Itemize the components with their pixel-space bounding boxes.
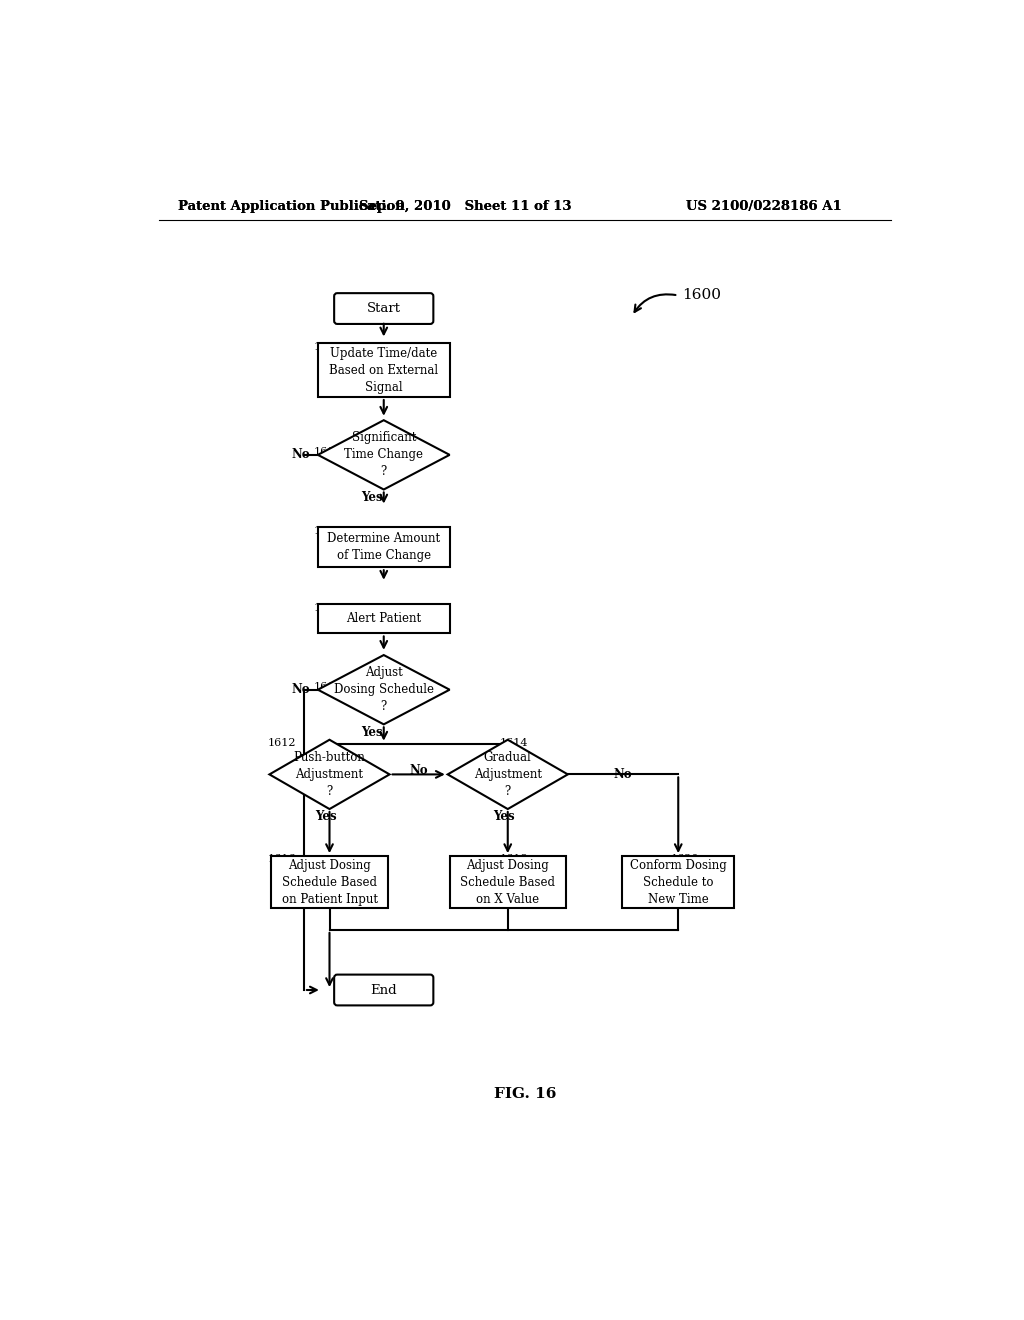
Text: Sep. 9, 2010   Sheet 11 of 13: Sep. 9, 2010 Sheet 11 of 13	[358, 201, 571, 214]
Text: 1618: 1618	[500, 854, 528, 865]
Text: FIG. 16: FIG. 16	[494, 1086, 556, 1101]
Text: No: No	[613, 768, 633, 781]
Text: Alert Patient: Alert Patient	[346, 612, 421, 626]
Text: Adjust Dosing
Schedule Based
on X Value: Adjust Dosing Schedule Based on X Value	[460, 859, 555, 906]
Bar	[622, 857, 734, 908]
Bar	[271, 857, 388, 908]
Text: 1616: 1616	[267, 854, 296, 865]
Text: US 2100/0228186 A1: US 2100/0228186 A1	[686, 201, 842, 214]
Text: No: No	[292, 684, 310, 696]
Text: Push-button
Adjustment
?: Push-button Adjustment ?	[294, 751, 366, 797]
Text: End: End	[371, 983, 397, 997]
Text: Patent Application Publication: Patent Application Publication	[178, 201, 406, 214]
Text: Conform Dosing
Schedule to
New Time: Conform Dosing Schedule to New Time	[630, 859, 727, 906]
Polygon shape	[269, 739, 389, 809]
Text: Sep. 9, 2010   Sheet 11 of 13: Sep. 9, 2010 Sheet 11 of 13	[358, 201, 571, 214]
Text: Yes: Yes	[361, 726, 383, 739]
Polygon shape	[447, 739, 568, 809]
Polygon shape	[317, 655, 450, 725]
Text: Adjust
Dosing Schedule
?: Adjust Dosing Schedule ?	[334, 667, 434, 713]
Text: 1610: 1610	[314, 682, 342, 692]
Text: 1602: 1602	[314, 342, 342, 351]
Bar	[317, 605, 450, 634]
Polygon shape	[317, 420, 450, 490]
FancyBboxPatch shape	[334, 974, 433, 1006]
Bar	[317, 527, 450, 568]
Text: Start: Start	[367, 302, 400, 315]
Text: Update Time/date
Based on External
Signal: Update Time/date Based on External Signa…	[329, 347, 438, 393]
Text: No: No	[292, 449, 310, 462]
Text: 1620: 1620	[671, 854, 699, 865]
Text: Yes: Yes	[314, 810, 337, 824]
Text: Determine Amount
of Time Change: Determine Amount of Time Change	[328, 532, 440, 562]
Bar	[450, 857, 566, 908]
Text: 1600: 1600	[682, 289, 721, 302]
Text: 1612: 1612	[267, 738, 296, 748]
Bar	[317, 343, 450, 397]
Text: 1604: 1604	[314, 447, 342, 457]
Text: Significant
Time Change
?: Significant Time Change ?	[344, 432, 423, 478]
Text: 1608: 1608	[314, 603, 342, 612]
Text: US 2100/0228186 A1: US 2100/0228186 A1	[686, 201, 842, 214]
Text: Yes: Yes	[494, 810, 515, 824]
Text: Yes: Yes	[361, 491, 383, 504]
FancyBboxPatch shape	[334, 293, 433, 323]
Text: Adjust Dosing
Schedule Based
on Patient Input: Adjust Dosing Schedule Based on Patient …	[282, 859, 378, 906]
Text: Patent Application Publication: Patent Application Publication	[178, 201, 406, 214]
Text: No: No	[410, 764, 428, 777]
Text: 1614: 1614	[500, 738, 528, 748]
Text: Gradual
Adjustment
?: Gradual Adjustment ?	[474, 751, 542, 797]
Text: 1606: 1606	[314, 525, 342, 536]
